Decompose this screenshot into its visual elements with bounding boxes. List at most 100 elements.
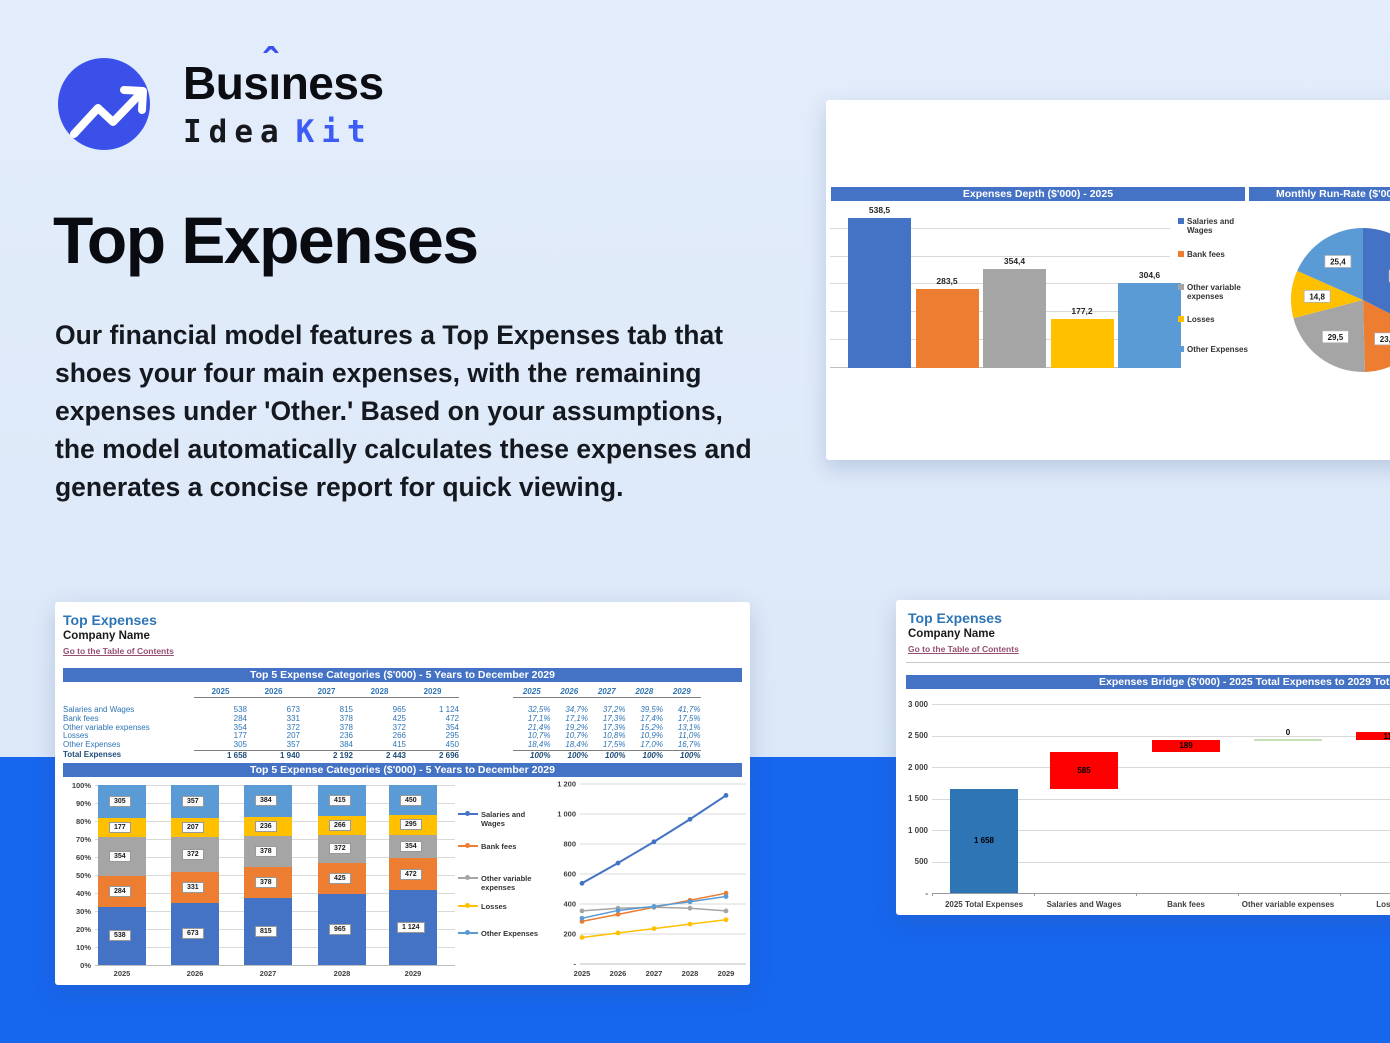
- axis-tick: [932, 893, 933, 896]
- data-point: [723, 894, 729, 899]
- percent-cell: 17,3%: [602, 713, 626, 723]
- table-year-header: 2025 2026 2027 2028 2029 2025 2026 2027 2028 2029: [63, 686, 742, 698]
- value-cell: 2029: [423, 687, 442, 696]
- percent-cell: 2029: [672, 687, 691, 696]
- percent-cell: 17,1%: [565, 713, 588, 723]
- percent-cell: 100%: [605, 750, 626, 760]
- bar-Bank fees: [915, 289, 979, 368]
- percent-cell: 17,5%: [677, 713, 701, 723]
- bar-data-label: 304,6: [1138, 270, 1161, 281]
- value-cell: 1 658: [226, 750, 247, 760]
- legend-swatch-icon: [1178, 251, 1184, 257]
- data-point: [615, 860, 621, 866]
- data-point: [579, 935, 585, 940]
- table-of-contents-link[interactable]: Go to the Table of Contents: [63, 646, 174, 656]
- pie-data-label: 23,6: [1374, 332, 1390, 346]
- value-cells: 284 331 378 425 472: [194, 713, 459, 724]
- value-cell: 538: [233, 705, 247, 714]
- x-axis-label: Bank fees: [1167, 900, 1205, 909]
- gridline: [932, 830, 1390, 831]
- segment-data-label: 415: [329, 794, 351, 806]
- value-cell: 354: [233, 722, 247, 732]
- data-point: [723, 908, 729, 914]
- segment-data-label: 378: [255, 877, 277, 889]
- data-point: [687, 905, 693, 911]
- waterfall-chart-expenses-bridge: 3 000 2 500 2 000 1 500 1 000 500 - 1 658 2025 T…: [896, 700, 1390, 915]
- legend-label: Losses: [1187, 315, 1215, 324]
- sheet-tab-title: Top Expenses: [63, 612, 157, 628]
- legend-item: Salaries and Wages: [1178, 217, 1251, 235]
- spacer: [459, 686, 513, 698]
- svg-text:29,5: 29,5: [1328, 333, 1344, 342]
- pie-data-label: 29,5: [1322, 330, 1349, 344]
- percent-cell: 100%: [642, 750, 663, 760]
- waterfall-bar-Salaries and Wages: [1050, 751, 1118, 789]
- waterfall-zero-line: [1254, 738, 1322, 741]
- percent-cell: 2027: [597, 687, 616, 696]
- value-cells: 305 357 384 415 450: [194, 740, 459, 750]
- percent-cell: 41,7%: [677, 705, 701, 714]
- chart-header-expenses-bridge: Expenses Bridge ($'000) - 2025 Total Exp…: [906, 675, 1390, 689]
- data-point: [723, 793, 729, 798]
- y-axis-tick: 2 500: [907, 731, 928, 740]
- gridline: [932, 767, 1390, 768]
- gridline: [932, 798, 1390, 800]
- row-label: Losses: [63, 731, 89, 741]
- data-point: [615, 908, 621, 913]
- waterfall-data-label: 585: [1077, 765, 1091, 775]
- value-cell: 207: [286, 731, 300, 741]
- data-point: [651, 839, 657, 845]
- y-axis-tick: 70%: [75, 835, 91, 844]
- segment-data-label: 295: [400, 819, 422, 831]
- table-row-Losses: Losses 177 207 236 266 295 10,7% 10,7% 10,8% 10,9…: [63, 732, 742, 741]
- spacer: [459, 724, 513, 733]
- y-axis-tick: 40%: [75, 889, 91, 898]
- legend-item: Bank fees: [458, 842, 516, 851]
- row-label: Other Expenses: [63, 740, 121, 750]
- percent-cell: 17,3%: [602, 722, 626, 732]
- table-of-contents-link[interactable]: Go to the Table of Contents: [908, 644, 1019, 654]
- value-cells: 538 673 815 965 1 124: [194, 705, 459, 715]
- spacer: [459, 750, 513, 760]
- percent-cell: 100%: [530, 750, 551, 760]
- value-cell: 378: [339, 722, 353, 732]
- table-row-Bank fees: Bank fees 284 331 378 425 472 17,1% 17,1% 17,3% 1…: [63, 713, 742, 724]
- segment-data-label: 425: [329, 872, 351, 884]
- gridline: [932, 893, 1390, 894]
- segment-data-label: 354: [109, 851, 131, 863]
- svg-text:14,8: 14,8: [1309, 292, 1325, 301]
- line-chart-top5: 1 200 1 000 800 600 400 200 -2025 2026 2027 2028 2…: [557, 780, 746, 978]
- segment-data-label: 472: [400, 868, 422, 880]
- table-row-Salaries and Wages: Salaries and Wages 538 673 815 965 1 124 32,5%…: [63, 705, 742, 715]
- y-axis-tick: 50%: [75, 871, 91, 880]
- row-label: [63, 686, 194, 698]
- divider: [906, 662, 1390, 663]
- trend-arrow-icon: [70, 86, 147, 138]
- x-axis-label: 2028: [682, 969, 699, 978]
- segment-data-label: 331: [182, 881, 204, 893]
- value-cell: 378: [339, 713, 353, 723]
- percent-cell: 17,4%: [640, 713, 663, 723]
- axis-tick: [1340, 893, 1341, 896]
- y-axis-tick: 500: [914, 857, 928, 866]
- y-axis-tick: -: [574, 960, 577, 969]
- value-cell: 2 696: [438, 750, 459, 760]
- brand-name-i: ı: [268, 57, 281, 109]
- table-row-Other Expenses: Other Expenses 305 357 384 415 450 18,4% 18,4% 1…: [63, 740, 742, 750]
- legend-swatch-icon: [1178, 316, 1184, 322]
- legend-label: Salaries and Wages: [481, 810, 526, 828]
- bar-chart-expenses-depth: 538,5 283,5 354,4 177,2 304,6: [830, 198, 1181, 368]
- legend-label: Other Expenses: [481, 929, 539, 938]
- x-axis-label: 2027: [259, 969, 277, 978]
- legend-line-marker-icon: [458, 929, 478, 936]
- x-axis-label: 2026: [610, 969, 627, 978]
- percent-cell: 18,4%: [527, 740, 551, 750]
- value-cell: 266: [392, 731, 406, 741]
- line-series-Salaries and Wages: [581, 794, 727, 885]
- y-axis-tick: 1 000: [557, 810, 576, 819]
- legend-item: Losses: [458, 902, 507, 911]
- x-axis-label: 2027: [646, 969, 663, 978]
- legend-swatch-icon: [1178, 218, 1184, 224]
- legend-swatch-icon: [1178, 346, 1184, 352]
- value-cell: 177: [233, 731, 247, 741]
